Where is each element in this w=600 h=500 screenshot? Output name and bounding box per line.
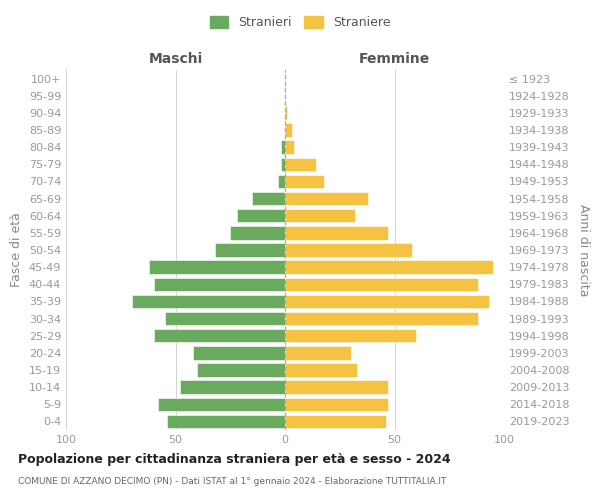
- Bar: [158, 398, 285, 411]
- Bar: [285, 398, 388, 411]
- Text: COMUNE DI AZZANO DECIMO (PN) - Dati ISTAT al 1° gennaio 2024 - Elaborazione TUTT: COMUNE DI AZZANO DECIMO (PN) - Dati ISTA…: [18, 478, 446, 486]
- Bar: [167, 414, 285, 428]
- Bar: [154, 329, 285, 342]
- Bar: [197, 364, 285, 376]
- Bar: [285, 294, 488, 308]
- Bar: [285, 124, 292, 136]
- Text: Maschi: Maschi: [148, 52, 203, 66]
- Bar: [252, 192, 285, 205]
- Bar: [215, 244, 285, 256]
- Bar: [285, 209, 355, 222]
- Bar: [164, 312, 285, 326]
- Bar: [193, 346, 285, 360]
- Bar: [285, 174, 325, 188]
- Bar: [180, 380, 285, 394]
- Y-axis label: Anni di nascita: Anni di nascita: [577, 204, 590, 296]
- Bar: [285, 414, 386, 428]
- Text: Femmine: Femmine: [359, 52, 430, 66]
- Bar: [285, 346, 350, 360]
- Bar: [285, 140, 294, 154]
- Bar: [285, 158, 316, 171]
- Bar: [285, 260, 493, 274]
- Bar: [285, 106, 287, 120]
- Bar: [285, 312, 478, 326]
- Bar: [278, 174, 285, 188]
- Bar: [285, 278, 478, 291]
- Bar: [285, 226, 388, 239]
- Bar: [237, 209, 285, 222]
- Bar: [285, 380, 388, 394]
- Bar: [285, 244, 412, 256]
- Legend: Stranieri, Straniere: Stranieri, Straniere: [205, 11, 395, 34]
- Bar: [132, 294, 285, 308]
- Bar: [149, 260, 285, 274]
- Bar: [154, 278, 285, 291]
- Bar: [285, 329, 416, 342]
- Text: Popolazione per cittadinanza straniera per età e sesso - 2024: Popolazione per cittadinanza straniera p…: [18, 452, 451, 466]
- Bar: [285, 364, 357, 376]
- Bar: [230, 226, 285, 239]
- Bar: [285, 192, 368, 205]
- Y-axis label: Fasce di età: Fasce di età: [10, 212, 23, 288]
- Bar: [281, 140, 285, 154]
- Bar: [281, 158, 285, 171]
